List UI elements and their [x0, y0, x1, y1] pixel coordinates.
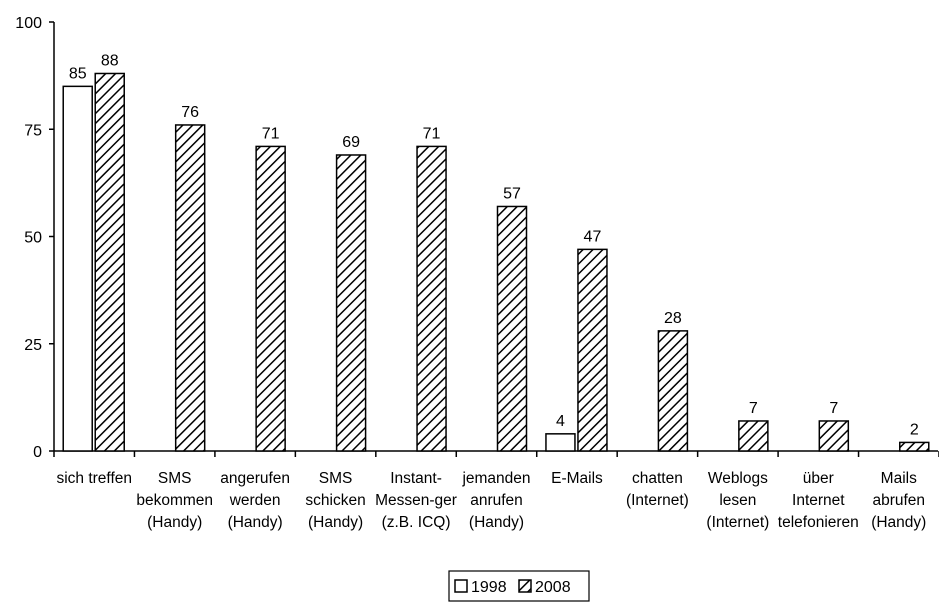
- chart-axes: 0 25 50 75 100: [15, 15, 939, 461]
- bar-1998: [545, 433, 576, 452]
- data-label-2008: 71: [262, 125, 280, 142]
- x-category-label: SMS schicken (Handy): [305, 470, 365, 531]
- legend-swatch-1998: [454, 579, 468, 593]
- bar-1998: [62, 85, 93, 452]
- data-label-2008: 71: [423, 125, 441, 142]
- data-label-2008: 7: [749, 400, 758, 417]
- y-tick-label: 100: [15, 15, 42, 32]
- bar-2008: [577, 248, 608, 452]
- chart-bars: [62, 72, 930, 452]
- data-label-2008: 88: [101, 52, 119, 69]
- data-label-1998: 85: [69, 65, 87, 82]
- y-tick-label: 25: [24, 337, 42, 354]
- data-label-2008: 2: [910, 421, 919, 438]
- x-category-label: Weblogs lesen (Internet): [706, 470, 769, 531]
- bar-2008: [335, 154, 367, 452]
- bar-2008: [818, 420, 850, 452]
- legend-label-2008: 2008: [535, 579, 571, 596]
- x-category-label: Instant-Messen-ger (z.B. ICQ): [375, 470, 457, 531]
- bar-2008: [899, 441, 930, 452]
- bar-2008: [738, 420, 769, 452]
- data-label-1998: 4: [556, 413, 565, 430]
- bar-2008: [174, 124, 206, 452]
- x-category-label: chatten (Internet): [626, 470, 689, 509]
- chart-labels: 85 88 sich treffen 76 SMS bekommen (Handy) 71 an…: [56, 52, 926, 531]
- x-category-label: E-Mails: [551, 470, 603, 487]
- bar-2008: [94, 72, 125, 452]
- data-label-2008: 57: [503, 185, 521, 202]
- legend-label-1998: 1998: [471, 579, 507, 596]
- chart-legend: 1998 2008: [448, 570, 590, 602]
- y-tick-label: 50: [24, 230, 42, 247]
- legend-swatch-2008: [518, 579, 532, 593]
- bar-2008: [496, 205, 528, 452]
- bar-2008: [657, 330, 689, 452]
- x-category-label: SMS bekommen (Handy): [136, 470, 213, 531]
- data-label-2008: 47: [584, 228, 602, 245]
- data-label-2008: 7: [829, 400, 838, 417]
- data-label-2008: 76: [181, 104, 199, 121]
- data-label-2008: 28: [664, 310, 682, 327]
- x-category-label: jemanden anrufen (Handy): [461, 470, 530, 531]
- data-label-2008: 69: [342, 134, 360, 151]
- bar-2008: [255, 145, 286, 452]
- x-category-label: sich treffen: [56, 470, 132, 487]
- x-category-label: Mails abrufen (Handy): [871, 470, 926, 531]
- x-category-label: über Internet telefonieren: [778, 470, 859, 531]
- y-tick-label: 75: [24, 122, 42, 139]
- bar-2008: [416, 145, 447, 452]
- x-category-label: angerufen werden (Handy): [220, 470, 290, 531]
- y-tick-label: 0: [33, 444, 42, 461]
